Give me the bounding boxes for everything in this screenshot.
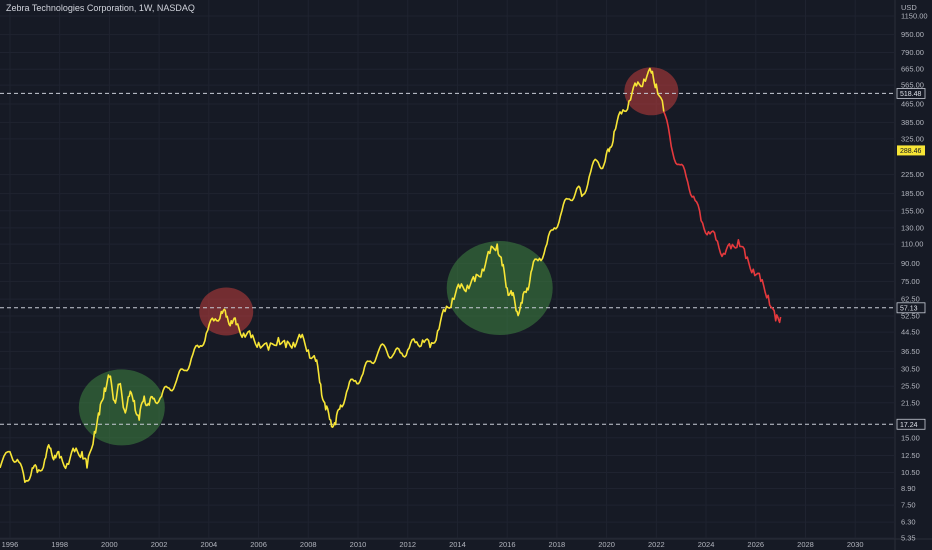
y-tick-label: 185.00: [901, 189, 924, 198]
y-tick-label: 665.00: [901, 65, 924, 74]
y-tick-label: 110.00: [901, 240, 923, 249]
price-line-projection: [663, 111, 782, 324]
price-level-tag-label: 518.48: [900, 91, 922, 98]
horizontal-levels: [0, 92, 895, 425]
price-level-tag: [896, 88, 926, 99]
x-tick-label: 2018: [549, 540, 566, 549]
x-tick-label: 2014: [449, 540, 466, 549]
y-tick-label: 30.50: [901, 364, 920, 373]
y-tick-label: 12.50: [901, 451, 920, 460]
y-tick-label: 25.50: [901, 382, 920, 391]
y-tick-label: 90.00: [901, 259, 920, 268]
price-level-tag-label: 17.24: [900, 422, 918, 429]
y-tick-label: 36.50: [901, 347, 920, 356]
y-tick-label: 1150.00: [901, 12, 928, 21]
y-tick-label: 130.00: [901, 223, 924, 232]
y-tick-label: 52.50: [901, 312, 920, 321]
highlight-circle-resistance: [199, 287, 254, 336]
y-tick-label: 21.50: [901, 398, 920, 407]
x-tick-label: 2030: [847, 540, 864, 549]
price-line-historical: [0, 67, 665, 483]
x-tick-label: 1996: [2, 540, 19, 549]
y-tick-label: 7.50: [901, 501, 916, 510]
y-tick-label: 15.00: [901, 433, 920, 442]
x-tick-label: 2010: [350, 540, 367, 549]
y-tick-label: 44.50: [901, 328, 920, 337]
x-tick-label: 2020: [598, 540, 615, 549]
x-tick-label: 2000: [101, 540, 118, 549]
x-tick-label: 2016: [499, 540, 516, 549]
highlight-circle-support: [78, 369, 165, 446]
y-tick-label: 5.35: [901, 534, 916, 543]
price-series: [0, 67, 782, 483]
last-price-tag: [897, 145, 925, 156]
last-price-tag-label: 288.46: [900, 148, 922, 155]
y-tick-label: 790.00: [901, 48, 924, 57]
highlight-circle-resistance: [624, 67, 679, 116]
x-tick-label: 2026: [747, 540, 764, 549]
x-tick-label: 2012: [399, 540, 416, 549]
highlight-circles: [78, 67, 679, 446]
y-tick-label: 10.50: [901, 468, 920, 477]
price-level-tag: [896, 418, 926, 430]
highlight-circle-support: [446, 241, 553, 336]
x-tick-label: 2022: [648, 540, 665, 549]
x-tick-label: 2024: [698, 540, 715, 549]
y-tick-label: 62.50: [901, 295, 920, 304]
x-tick-label: 2004: [200, 540, 217, 549]
x-tick-label: 2008: [300, 540, 317, 549]
price-level-tag-label: 57.13: [900, 305, 918, 312]
currency-label: USD: [901, 3, 917, 12]
price-tags: 518.48 57.13 17.24 288.46: [896, 88, 926, 430]
y-tick-label: 325.00: [901, 134, 924, 143]
x-tick-label: 1998: [51, 540, 68, 549]
price-level-tag: [896, 302, 926, 314]
x-tick-label: 2006: [250, 540, 267, 549]
y-tick-label: 465.00: [901, 100, 924, 109]
y-tick-label: 155.00: [901, 206, 924, 215]
time-axis[interactable]: 1996 1998 2000 2002 2004 2006 2008 2010 2012 2014…: [2, 540, 864, 549]
chart-title: Zebra Technologies Corporation, 1W, NASD…: [6, 3, 195, 13]
y-tick-label: 8.90: [901, 484, 916, 493]
x-tick-label: 2002: [151, 540, 168, 549]
y-tick-label: 75.00: [901, 277, 920, 286]
y-tick-label: 6.30: [901, 518, 916, 527]
y-tick-label: 385.00: [901, 118, 924, 127]
y-tick-label: 950.00: [901, 30, 924, 39]
x-tick-label: 2028: [797, 540, 814, 549]
y-tick-label: 565.00: [901, 81, 924, 90]
y-tick-label: 225.00: [901, 170, 924, 179]
